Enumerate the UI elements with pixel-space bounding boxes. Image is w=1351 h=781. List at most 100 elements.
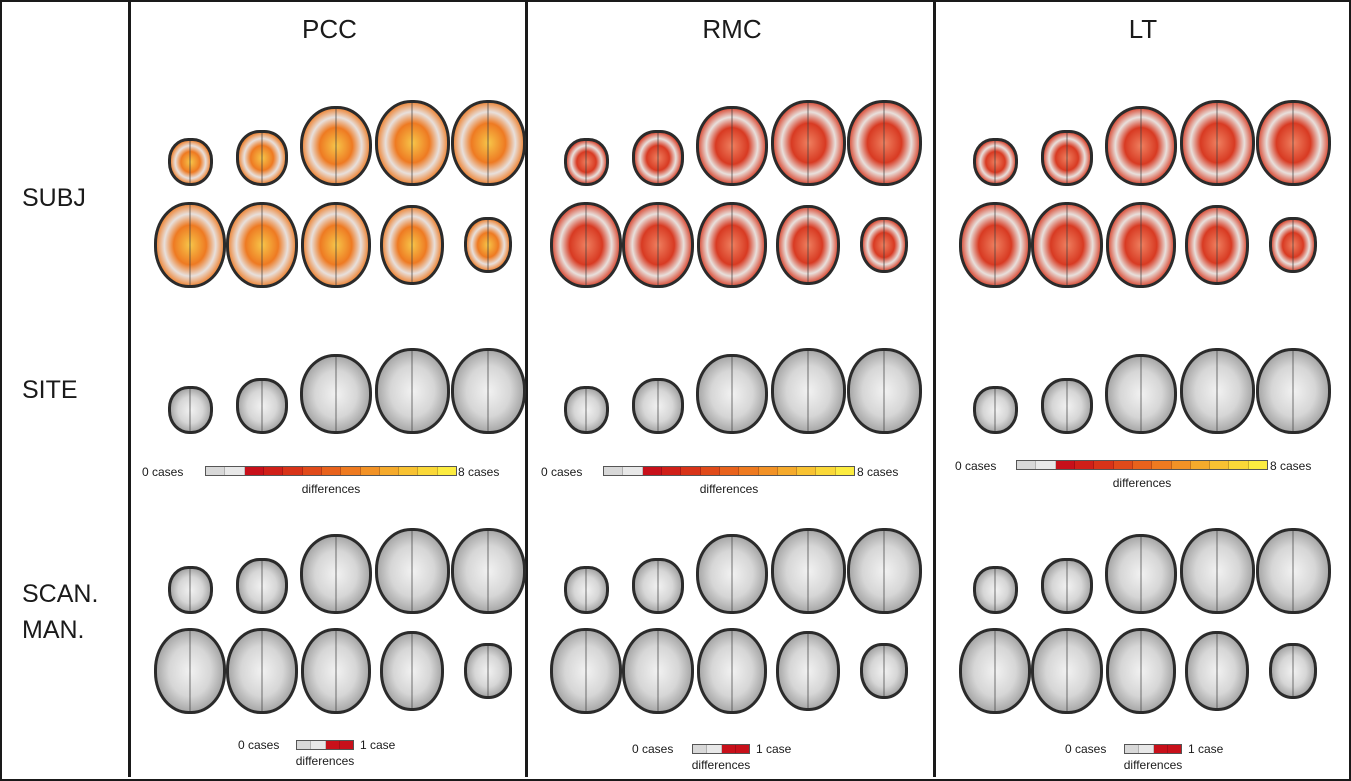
midline bbox=[731, 357, 733, 431]
brain-slice bbox=[1031, 202, 1103, 288]
midline bbox=[585, 389, 587, 431]
midline bbox=[1066, 205, 1068, 285]
midline bbox=[994, 141, 996, 183]
legend-swatch bbox=[604, 467, 624, 475]
legend-swatch bbox=[325, 741, 340, 749]
legend-swatch bbox=[1153, 745, 1168, 753]
legend-swatch bbox=[693, 745, 708, 753]
row-label-scan-line2: MAN. bbox=[22, 616, 85, 644]
midline bbox=[807, 634, 809, 708]
brain-slice bbox=[464, 217, 512, 273]
legend-swatch bbox=[835, 467, 855, 475]
legend-max-label: 1 case bbox=[1188, 742, 1224, 756]
midline bbox=[1292, 646, 1294, 696]
legend-swatch bbox=[1229, 461, 1249, 469]
brain-slice bbox=[1041, 378, 1093, 434]
brain-slice bbox=[1255, 348, 1331, 434]
brain-slice bbox=[959, 202, 1031, 288]
midline bbox=[335, 631, 337, 711]
brain-slice bbox=[301, 628, 371, 714]
brain-slice bbox=[972, 138, 1018, 186]
brain-slice bbox=[226, 628, 298, 714]
brain-slice bbox=[972, 566, 1018, 614]
legend-max-label: 8 cases bbox=[857, 465, 899, 479]
midline bbox=[657, 133, 659, 183]
legend-swatch bbox=[1171, 461, 1191, 469]
brain-slice bbox=[167, 386, 213, 434]
midline bbox=[1140, 357, 1142, 431]
legend-swatch bbox=[379, 467, 400, 475]
midline bbox=[1216, 531, 1218, 611]
legend-swatch bbox=[797, 467, 817, 475]
legend-min-label: 0 cases bbox=[238, 738, 280, 752]
brain-slice bbox=[1106, 202, 1176, 288]
midline bbox=[994, 389, 996, 431]
brain-slice bbox=[770, 348, 846, 434]
midline bbox=[807, 351, 809, 431]
legend-swatch bbox=[1036, 461, 1056, 469]
brain-slice bbox=[632, 378, 684, 434]
brain-slice bbox=[301, 202, 371, 288]
brain-slice bbox=[563, 386, 609, 434]
brain-slice bbox=[1179, 100, 1255, 186]
brain-slice bbox=[1185, 205, 1249, 285]
midline bbox=[189, 141, 191, 183]
brain-slice bbox=[300, 534, 372, 614]
brain-slice bbox=[236, 378, 288, 434]
brain-slice bbox=[622, 202, 694, 288]
midline bbox=[657, 381, 659, 431]
brain-slice bbox=[563, 566, 609, 614]
brain-slice bbox=[1105, 354, 1177, 434]
midline bbox=[411, 634, 413, 708]
legend-swatch bbox=[360, 467, 380, 475]
midline bbox=[487, 103, 489, 183]
midline bbox=[1140, 109, 1142, 183]
midline bbox=[487, 646, 489, 696]
brain-slice bbox=[167, 566, 213, 614]
midline bbox=[1216, 208, 1218, 282]
scan-legend-bar bbox=[1124, 744, 1182, 754]
legend-swatch bbox=[739, 467, 759, 475]
legend-caption: differences bbox=[1123, 758, 1183, 772]
legend-swatch bbox=[1055, 461, 1075, 469]
brain-slice bbox=[550, 628, 622, 714]
brain-slice bbox=[300, 106, 372, 186]
midline bbox=[487, 531, 489, 611]
legend-swatch bbox=[1139, 745, 1154, 753]
legend-swatch bbox=[1017, 461, 1037, 469]
midline bbox=[1216, 103, 1218, 183]
brain-slice bbox=[846, 348, 922, 434]
brain-slice bbox=[374, 100, 450, 186]
midline bbox=[657, 631, 659, 711]
brain-slice bbox=[846, 528, 922, 614]
legend-swatch bbox=[758, 467, 778, 475]
brain-slice bbox=[696, 354, 768, 434]
brain-slice bbox=[154, 628, 226, 714]
legend-swatch bbox=[399, 467, 419, 475]
brain-slice bbox=[236, 558, 288, 614]
midline bbox=[883, 351, 885, 431]
midline bbox=[1216, 351, 1218, 431]
brain-slice bbox=[776, 631, 840, 711]
column-title-pcc: PCC bbox=[302, 14, 357, 44]
midline bbox=[261, 133, 263, 183]
midline bbox=[1140, 205, 1142, 285]
brain-slice bbox=[632, 130, 684, 186]
midline bbox=[1292, 103, 1294, 183]
midline bbox=[731, 109, 733, 183]
legend-swatch bbox=[777, 467, 798, 475]
row-label-subj: SUBJ bbox=[22, 184, 86, 212]
legend-swatch bbox=[721, 745, 736, 753]
brain-slice bbox=[972, 386, 1018, 434]
legend-min-label: 0 cases bbox=[1065, 742, 1107, 756]
midline bbox=[189, 205, 191, 285]
midline bbox=[585, 631, 587, 711]
panel-rmc bbox=[525, 0, 936, 777]
legend-swatch bbox=[707, 745, 722, 753]
legend-swatch bbox=[1167, 745, 1181, 753]
legend-swatch bbox=[225, 467, 245, 475]
midline bbox=[883, 531, 885, 611]
site-legend-bar bbox=[603, 466, 855, 476]
brain-slice bbox=[450, 348, 526, 434]
